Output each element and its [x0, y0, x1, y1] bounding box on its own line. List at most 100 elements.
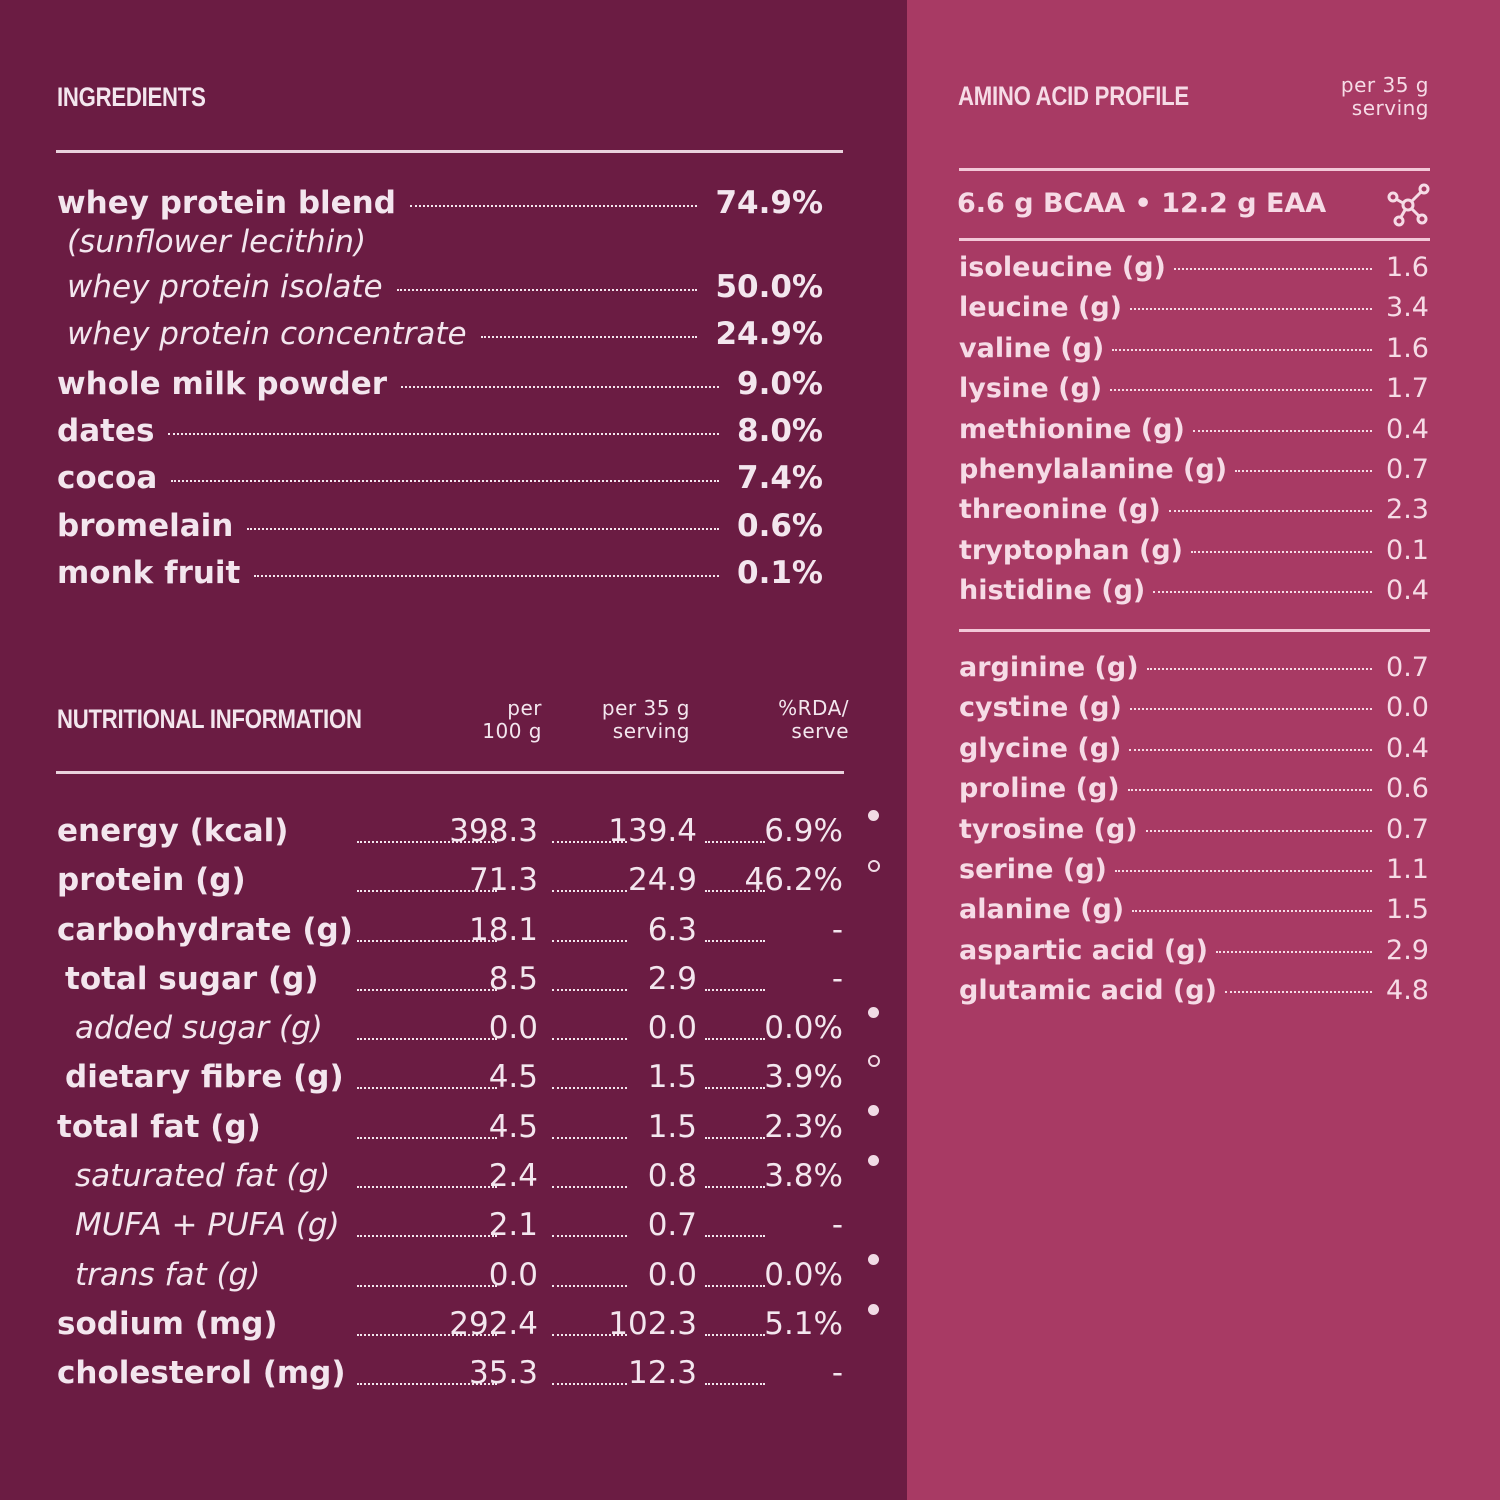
- dot-leader: [1191, 550, 1373, 553]
- dot-leader: [1130, 308, 1373, 311]
- value-per35: 102.3: [608, 1306, 697, 1342]
- divider: [959, 629, 1430, 632]
- dot-leader: [552, 1334, 627, 1336]
- dot-leader: [357, 1038, 497, 1040]
- value-per35: 0.8: [647, 1158, 697, 1194]
- dot-leader: [1215, 950, 1373, 953]
- dot-leader: [1129, 708, 1373, 711]
- amino-row: aspartic acid (g) 2.9: [959, 935, 1429, 975]
- amino-label: isoleucine (g): [959, 252, 1166, 283]
- nutrition-title: NUTRITIONAL INFORMATION: [57, 704, 362, 734]
- amino-label: glutamic acid (g): [959, 975, 1217, 1007]
- dot-leader: [552, 890, 627, 892]
- divider: [56, 771, 844, 774]
- amino-value: 0.4: [1386, 575, 1429, 607]
- value-per35: 24.9: [627, 862, 697, 898]
- amino-label: histidine (g): [959, 575, 1146, 607]
- nutrient-label: trans fat (g): [75, 1257, 261, 1293]
- dot-leader: [705, 1235, 765, 1237]
- amino-label: lysine (g): [959, 373, 1103, 405]
- bullet-dot: [868, 1304, 879, 1315]
- value-per100: 8.5: [488, 961, 538, 997]
- amino-row: tryptophan (g) 0.1: [959, 535, 1429, 575]
- ingredient-row: whey protein concentrate 24.9%: [67, 316, 823, 352]
- amino-row: histidine (g) 0.4: [959, 575, 1429, 615]
- value-rda: 3.8%: [764, 1158, 843, 1194]
- dot-leader: [1145, 829, 1373, 832]
- dot-leader: [357, 841, 497, 843]
- col-header-per100: per 100 g: [482, 696, 542, 743]
- value-per35: 1.5: [647, 1059, 697, 1095]
- dot-leader: [552, 1383, 627, 1385]
- dot-leader: [705, 1334, 765, 1336]
- dot-leader: [357, 989, 497, 991]
- dot-leader: [357, 1137, 497, 1139]
- dot-leader: [1153, 591, 1373, 594]
- dot-leader: [1112, 348, 1373, 351]
- nutrition-row: protein (g) 71.3 24.9 46.2%: [57, 860, 843, 904]
- bullet-ring: [868, 860, 880, 872]
- amino-row: leucine (g) 3.4: [959, 292, 1429, 332]
- amino-label: threonine (g): [959, 494, 1161, 526]
- left-panel: INGREDIENTS whey protein blend 74.9% (sun…: [0, 0, 907, 1500]
- value-rda: 0.0%: [764, 1010, 843, 1046]
- dot-leader: [552, 940, 627, 942]
- value-rda: 6.9%: [764, 813, 843, 849]
- amino-value: 4.8: [1386, 975, 1429, 1007]
- nutrient-label: total sugar (g): [65, 961, 319, 997]
- amino-value: 1.1: [1386, 854, 1429, 885]
- value-rda: -: [831, 1207, 843, 1243]
- value-per35: 0.0: [647, 1257, 697, 1293]
- amino-label: alanine (g): [959, 894, 1125, 926]
- amino-label: arginine (g): [959, 652, 1139, 683]
- amino-value: 1.6: [1386, 332, 1429, 364]
- nutrient-label: dietary fibre (g): [65, 1059, 344, 1095]
- value-rda: 0.0%: [764, 1257, 843, 1293]
- amino-value: 0.1: [1386, 534, 1429, 566]
- amino-value: 0.6: [1386, 773, 1429, 805]
- nutrient-label: carbohydrate (g): [57, 912, 353, 948]
- amino-label: leucine (g): [959, 292, 1122, 324]
- nutrition-row: total sugar (g) 8.5 2.9 -: [57, 959, 843, 1003]
- dot-leader: [1146, 668, 1373, 670]
- amino-value: 0.7: [1386, 454, 1429, 485]
- amino-row: threonine (g) 2.3: [959, 494, 1429, 534]
- nutrient-label: energy (kcal): [57, 813, 289, 849]
- nutrition-row: added sugar (g) 0.0 0.0 0.0%: [57, 1008, 843, 1052]
- value-rda: -: [831, 961, 843, 997]
- dot-leader: [705, 989, 765, 991]
- dot-leader: [705, 940, 765, 942]
- amino-value: 2.9: [1386, 934, 1429, 966]
- bcaa-eaa-summary: 6.6 g BCAA • 12.2 g EAA: [957, 188, 1327, 219]
- value-per100: 2.1: [488, 1207, 538, 1243]
- value-per100: 2.4: [488, 1158, 538, 1194]
- dot-leader: [357, 1383, 497, 1385]
- dot-leader: [705, 841, 765, 843]
- nutrition-row: sodium (mg) 292.4 102.3 5.1%: [57, 1304, 843, 1348]
- amino-row: arginine (g) 0.7: [959, 652, 1429, 692]
- nutrition-row: carbohydrate (g) 18.1 6.3 -: [57, 910, 843, 954]
- nutrition-row: cholesterol (mg) 35.3 12.3 -: [57, 1353, 843, 1397]
- dot-leader: [552, 1186, 627, 1188]
- amino-row: phenylalanine (g) 0.7: [959, 454, 1429, 494]
- amino-label: tyrosine (g): [959, 813, 1138, 845]
- bullet-dot: [868, 1007, 879, 1018]
- amino-label: tryptophan (g): [959, 534, 1184, 566]
- dot-leader: [1114, 870, 1373, 872]
- ingredient-row: monk fruit 0.1%: [57, 555, 823, 591]
- amino-row: serine (g) 1.1: [959, 854, 1429, 894]
- amino-row: valine (g) 1.6: [959, 333, 1429, 373]
- value-per100: 35.3: [468, 1355, 538, 1391]
- bullet-ring: [868, 1055, 880, 1067]
- dot-leader: [552, 1087, 627, 1089]
- value-per100: 71.3: [468, 862, 538, 898]
- dot-leader: [357, 1285, 497, 1287]
- nutrient-label: saturated fat (g): [75, 1158, 331, 1194]
- dot-leader: [705, 890, 765, 892]
- dot-leader: [705, 1087, 765, 1089]
- amino-value: 0.0: [1386, 692, 1429, 724]
- nutrient-label: sodium (mg): [57, 1306, 278, 1342]
- value-rda: 5.1%: [764, 1306, 843, 1342]
- nutrition-row: dietary fibre (g) 4.5 1.5 3.9%: [57, 1057, 843, 1101]
